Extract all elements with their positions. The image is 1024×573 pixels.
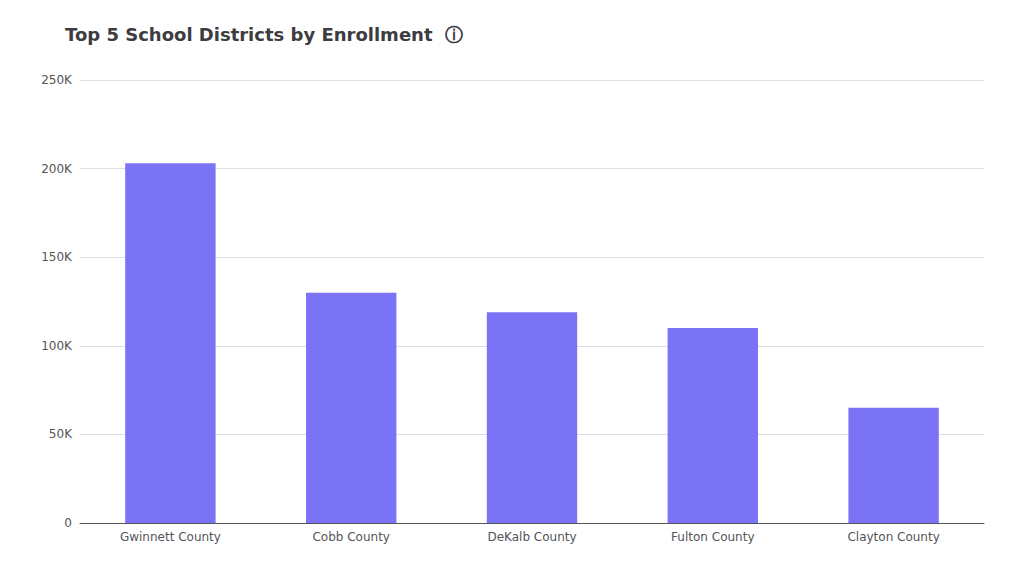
svg-text:Fulton County: Fulton County [671,530,754,544]
svg-text:50K: 50K [49,427,73,441]
svg-text:150K: 150K [41,250,73,264]
svg-text:DeKalb County: DeKalb County [487,530,576,544]
svg-text:Clayton County: Clayton County [847,530,939,544]
svg-text:250K: 250K [41,73,73,87]
svg-text:Top 5 School Districts by Enro: Top 5 School Districts by Enrollment ⓘ [65,24,463,45]
svg-text:Gwinnett County: Gwinnett County [120,530,221,544]
svg-text:100K: 100K [41,339,73,353]
svg-text:Cobb County: Cobb County [312,530,390,544]
svg-text:200K: 200K [41,162,73,176]
svg-text:0: 0 [64,516,72,530]
